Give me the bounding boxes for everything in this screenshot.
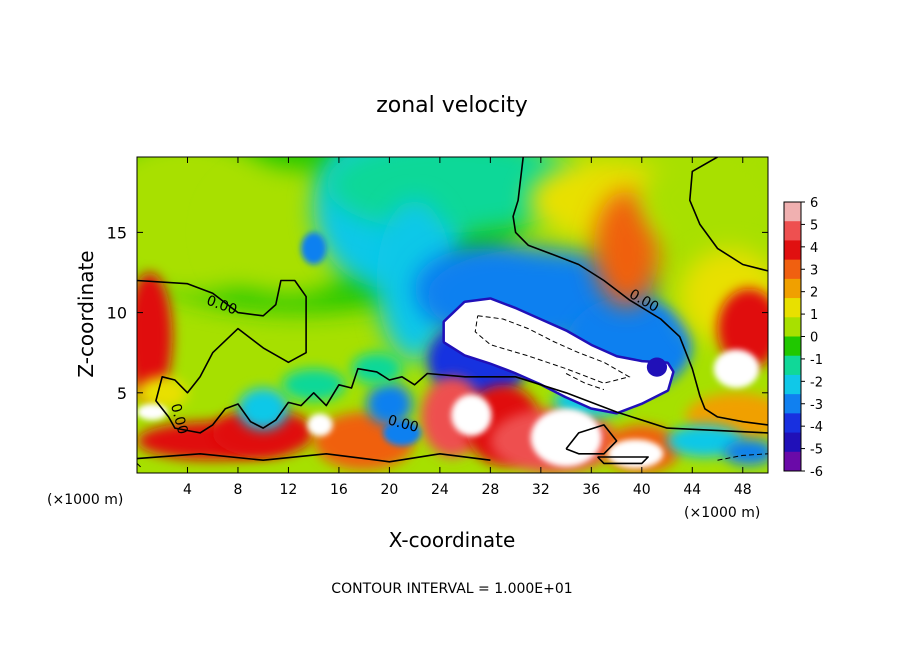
y-tick-label: 10 <box>107 304 127 323</box>
max-region <box>607 439 664 469</box>
colorbar-swatch <box>784 374 801 395</box>
velocity-field <box>137 157 768 473</box>
plot-frame <box>136 156 769 474</box>
colorbar-swatch <box>784 298 801 318</box>
max-region <box>451 394 492 437</box>
colorbar-tick-label: 6 <box>810 196 818 211</box>
contour-solid <box>512 157 768 426</box>
field-blob <box>212 408 314 457</box>
colorbar-tick-label: -3 <box>810 398 823 413</box>
colorbar-tick-label: 4 <box>810 241 818 256</box>
colorbar-tick-label: -1 <box>810 353 823 368</box>
max-region <box>307 413 333 437</box>
colorbar-swatch <box>784 413 801 434</box>
x-tick-label: 44 <box>683 482 701 498</box>
x-unit-left: (×1000 m) <box>47 492 123 508</box>
colorbar-tick-label: 2 <box>810 286 818 301</box>
field-blob <box>301 232 327 265</box>
x-tick-label: 16 <box>330 482 348 498</box>
contour-interval: CONTOUR INTERVAL = 1.000E+01 <box>331 581 572 597</box>
colorbar-tick-label: -2 <box>810 375 823 390</box>
colorbar-tick-label: -5 <box>810 443 823 458</box>
colorbar-swatch <box>784 432 801 453</box>
colorbar-swatch <box>784 278 801 299</box>
contour-label: 0.00 <box>167 402 191 436</box>
colorbar-tick-label: -6 <box>810 465 823 480</box>
contour-dashed <box>137 463 143 469</box>
colorbar-swatch <box>784 317 801 337</box>
colorbar-swatch <box>784 355 801 376</box>
field-blob <box>593 190 660 307</box>
colorbar-swatch <box>784 451 801 472</box>
field-blob <box>282 368 346 401</box>
x-tick-label: 24 <box>431 482 449 498</box>
colorbar-tick-label: 5 <box>810 218 818 233</box>
extreme-region <box>646 357 668 377</box>
chart-title: zonal velocity <box>376 93 528 118</box>
x-tick-label: 40 <box>633 482 651 498</box>
y-tick-label: 5 <box>117 384 127 403</box>
contour-solid <box>597 456 649 465</box>
colorbar-tick-label: 3 <box>810 263 818 278</box>
field-blob <box>326 157 579 233</box>
field-blob <box>723 439 768 465</box>
max-region <box>713 349 760 388</box>
colorbar-swatch <box>784 394 801 414</box>
x-tick-label: 4 <box>183 482 192 498</box>
colorbar-tick-label: -4 <box>810 420 823 435</box>
x-tick-label: 36 <box>582 482 600 498</box>
field-blob <box>351 352 403 385</box>
max-region <box>137 404 168 421</box>
contour-lines <box>137 157 768 469</box>
x-tick-label: 8 <box>233 482 242 498</box>
y-axis-label: Z-coordinate <box>74 250 98 377</box>
field-blob <box>717 288 768 369</box>
y-tick-label: 15 <box>107 223 127 242</box>
field-blob <box>366 383 413 425</box>
field-blob <box>667 424 743 457</box>
x-tick-label: 32 <box>532 482 550 498</box>
x-unit-right: (×1000 m) <box>684 505 760 521</box>
colorbar-swatch <box>784 336 801 357</box>
colorbar-swatch <box>784 202 801 222</box>
x-tick-label: 28 <box>481 482 499 498</box>
plot-area <box>137 157 768 473</box>
extreme-region <box>444 299 673 413</box>
field-blob <box>376 200 453 361</box>
colorbar-swatch <box>784 221 801 241</box>
colorbar-swatch <box>784 259 801 280</box>
colorbar-tick-label: 1 <box>810 308 818 323</box>
field-blob <box>383 420 421 446</box>
contour-dashed <box>565 373 605 391</box>
velocity-field-extremes <box>137 297 760 469</box>
field-blob <box>137 272 173 401</box>
field-blob <box>641 157 768 249</box>
x-tick-label: 12 <box>280 482 298 498</box>
contour-dashed <box>474 315 631 384</box>
max-region <box>530 408 602 467</box>
contour-label: 0.00 <box>386 412 420 436</box>
x-axis-label: X-coordinate <box>389 528 516 552</box>
contour-dashed <box>717 453 768 461</box>
x-tick-label: 20 <box>380 482 398 498</box>
colorbar-tick-label: 0 <box>810 331 818 346</box>
contour-solid <box>689 157 768 272</box>
colorbar-swatch <box>784 240 801 261</box>
contour-solid <box>137 453 491 463</box>
field-blob <box>237 387 289 430</box>
y-axis-ticks: 5 10 15 <box>107 223 768 403</box>
contour-solid <box>137 279 768 434</box>
field-blob <box>137 376 188 409</box>
colorbar: 6 5 4 3 2 1 0 -1 -2 -3 -4 -5 -6 <box>783 196 823 480</box>
x-tick-label: 48 <box>734 482 752 498</box>
x-axis-ticks: 4 8 12 16 20 24 28 32 36 40 44 48 <box>183 157 752 498</box>
contour-solid <box>565 424 618 455</box>
